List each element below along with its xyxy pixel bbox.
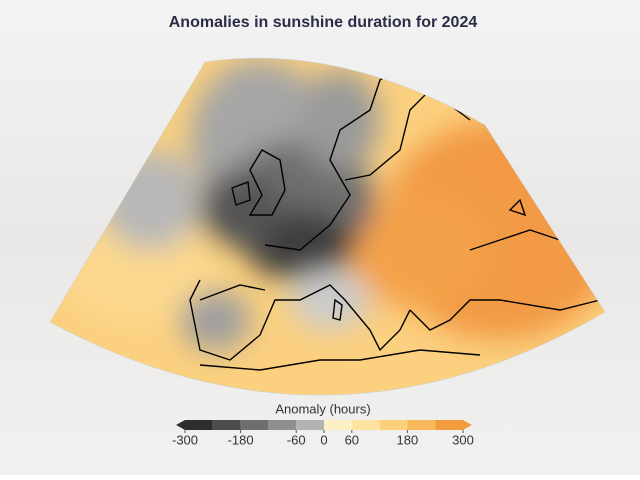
colorbar-segment [212, 420, 241, 430]
colorbar-tick-label: -60 [287, 432, 306, 447]
colorbar-segment [268, 420, 297, 430]
title: Anomalies in sunshine duration for 2024 [169, 14, 478, 31]
colorbar-tick-label: -300 [172, 432, 198, 447]
colorbar-segment [435, 420, 463, 430]
colorbar-tick-label: 300 [452, 432, 474, 447]
colorbar-tick-label: 0 [320, 432, 327, 447]
colorbar-arrow-low [176, 420, 185, 430]
legend-title: Anomaly (hours) [275, 401, 370, 416]
map-frame [49, 57, 606, 396]
colorbar-segment [185, 420, 213, 430]
colorbar-tick-label: 180 [397, 432, 419, 447]
colorbar-segment [351, 420, 380, 430]
colorbar-segment [324, 420, 352, 430]
colorbar-segment [240, 420, 269, 430]
colorbar: -300 -180 -60 0 60 180 300 [172, 420, 474, 447]
colorbar-segment [296, 420, 324, 430]
colorbar-tick-label: -180 [228, 432, 254, 447]
colorbar-tick-label: 60 [345, 432, 359, 447]
colorbar-segment [407, 420, 436, 430]
colorbar-segment [379, 420, 408, 430]
colorbar-arrow-high [463, 420, 472, 430]
